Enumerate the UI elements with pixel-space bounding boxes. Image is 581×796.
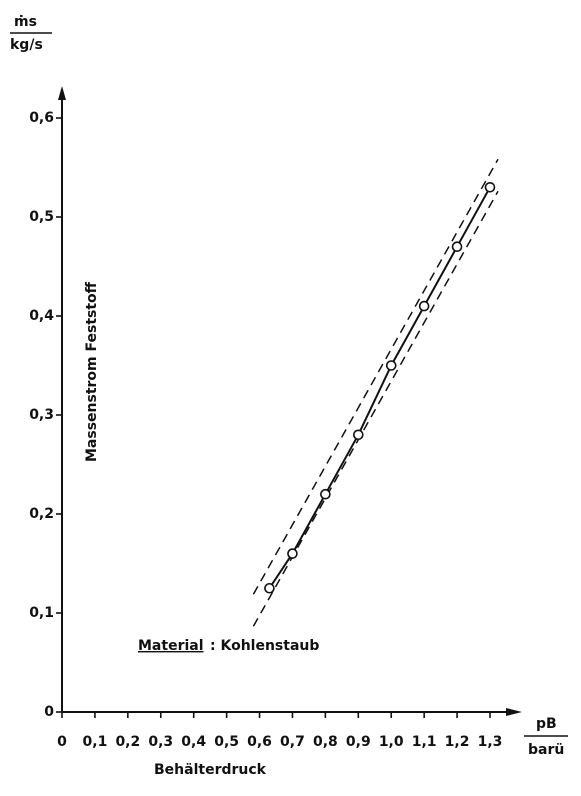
y-arrow — [58, 86, 66, 100]
x-tick-label: 0,4 — [181, 734, 206, 750]
data-point — [264, 582, 275, 594]
x-tick-label: 0,2 — [115, 734, 140, 750]
x-symbol: pB — [536, 716, 557, 732]
data-point — [287, 548, 298, 559]
x-tick-label: 1,3 — [478, 734, 503, 750]
x-arrow — [506, 708, 522, 716]
x-tick-label: 0,8 — [313, 734, 338, 750]
x-tick-label: 0,3 — [148, 734, 173, 750]
y-title: Massenstrom Feststoff — [84, 281, 100, 462]
data-point — [418, 300, 430, 312]
series-line — [268, 186, 491, 589]
x-tick-label: 0,6 — [247, 734, 272, 750]
data-point — [320, 488, 331, 500]
y-symbol: ṁs — [14, 14, 37, 30]
y-tick-label: 0,4 — [29, 308, 54, 324]
data-point — [451, 241, 463, 252]
data-point — [484, 182, 496, 193]
x-unit: barü — [528, 742, 564, 758]
x-tick-label: 0 — [57, 734, 67, 750]
x-tick-label: 0,9 — [346, 734, 371, 750]
tolerance-band — [252, 190, 499, 627]
annotation-text: : Kohlenstaub — [210, 638, 319, 654]
y-tick-label: 0,5 — [29, 209, 54, 225]
x-tick-label: 1,2 — [445, 734, 470, 750]
y-tick-label: 0,3 — [29, 407, 54, 423]
data-point — [385, 360, 397, 371]
x-tick-label: 0,1 — [83, 734, 108, 750]
x-tick-label: 0,7 — [280, 734, 305, 750]
x-title: Behälterdruck — [154, 762, 267, 778]
annotation-label: Material — [138, 638, 204, 654]
data-point — [353, 429, 364, 441]
y-tick-label: 0,2 — [29, 506, 54, 522]
y-tick-label: 0 — [44, 704, 54, 720]
y-unit: kg/s — [10, 37, 43, 53]
x-tick-label: 1,0 — [379, 734, 404, 750]
x-tick-label: 1,1 — [412, 734, 437, 750]
x-tick-label: 0,5 — [214, 734, 239, 750]
y-tick-label: 0,6 — [29, 110, 54, 126]
tolerance-band — [252, 158, 499, 595]
y-tick-label: 0,1 — [29, 605, 54, 621]
